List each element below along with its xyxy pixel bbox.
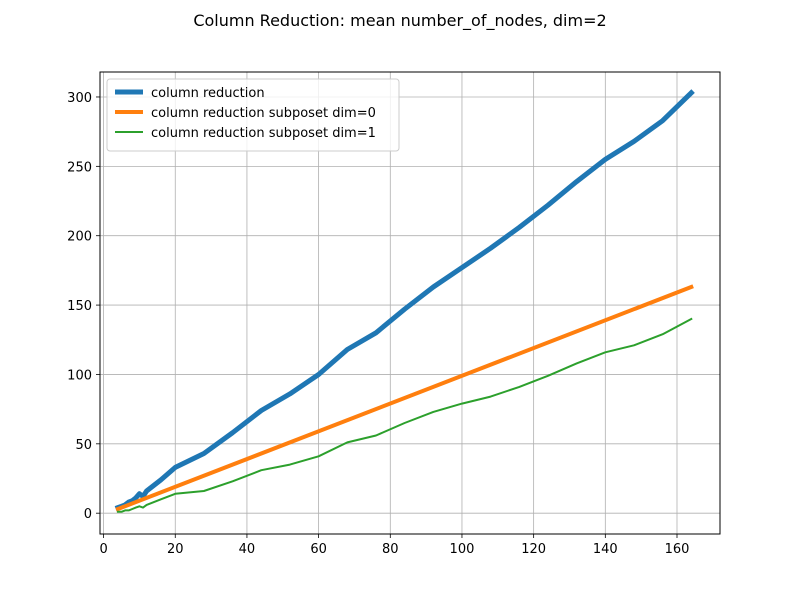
y-tick-label: 0 [84,507,92,522]
series-line-1 [115,284,694,512]
x-tick-label: 60 [310,542,327,557]
x-tick-label: 80 [382,542,399,557]
series-line-2 [116,317,693,513]
x-tick-label: 120 [521,542,546,557]
x-tick-label: 100 [450,542,475,557]
y-tick-label: 300 [67,91,92,106]
series-lines [114,89,695,513]
x-tick-label: 140 [593,542,618,557]
x-tick-label: 40 [239,542,256,557]
legend-label-2: column reduction subposet dim=1 [151,126,376,141]
series-line-0 [114,89,695,511]
plot-frame [99,71,721,535]
x-tick-label: 0 [99,542,107,557]
y-tick-label: 100 [67,368,92,383]
y-tick-label: 50 [75,438,92,453]
x-tick-label: 20 [167,542,184,557]
legend-box [106,78,400,152]
y-tick-label: 200 [67,230,92,245]
y-tick-label: 250 [67,160,92,175]
y-tick-label: 150 [67,299,92,314]
chart-title: Column Reduction: mean number_of_nodes, … [193,11,606,31]
axis-ticks: 0 20 40 60 80 100 120 140 160 0 50 100 150 200 250 300 [67,91,689,557]
legend-label-0: column reduction [151,86,265,101]
x-tick-label: 160 [665,542,690,557]
legend: column reduction column reduction subpose… [106,78,400,152]
legend-label-1: column reduction subposet dim=0 [151,106,376,121]
